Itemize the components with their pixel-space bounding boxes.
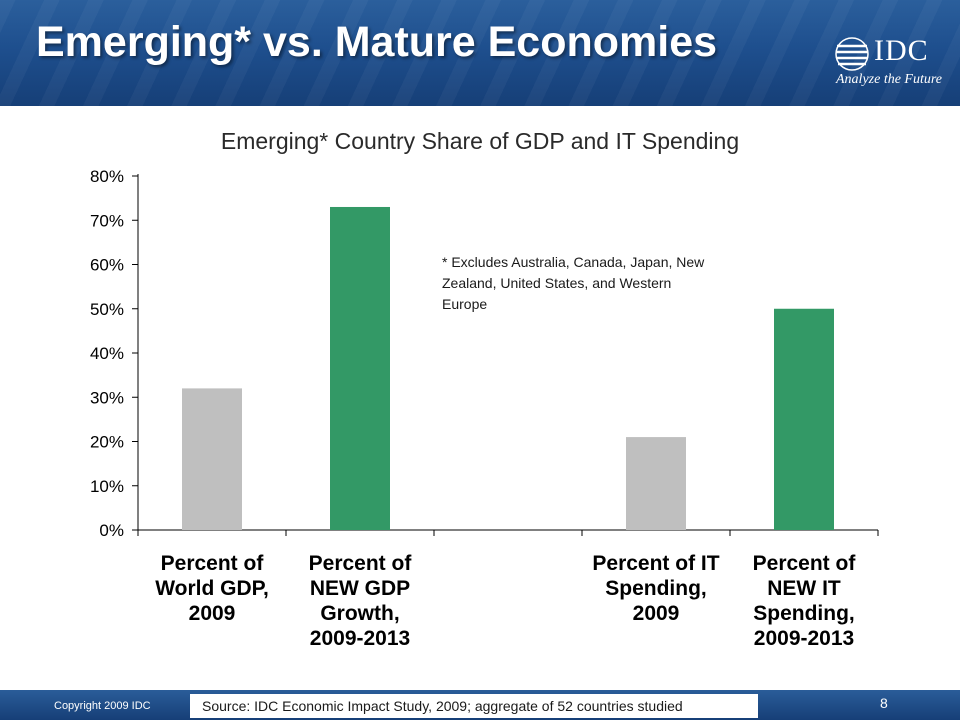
slide-title: Emerging* vs. Mature Economies bbox=[36, 18, 718, 66]
logo-text: IDC bbox=[874, 34, 929, 67]
bars bbox=[182, 206, 834, 530]
x-tick-label: Percent of IT Spending, 2009 bbox=[592, 552, 719, 625]
chart-title: Emerging* Country Share of GDP and IT Sp… bbox=[220, 128, 740, 154]
copyright-text: Copyright 2009 IDC bbox=[54, 700, 151, 712]
idc-logo: IDC Analyze the Future bbox=[832, 34, 952, 96]
x-tick-label: Percent of World GDP, 2009 bbox=[155, 552, 269, 625]
bar bbox=[182, 388, 242, 530]
y-tick-label: 0% bbox=[99, 521, 124, 540]
x-tick-label: Percent of NEW IT Spending, 2009-2013 bbox=[753, 552, 857, 650]
y-tick-label: 60% bbox=[90, 256, 124, 275]
page-number: 8 bbox=[880, 695, 888, 711]
bar bbox=[774, 308, 834, 530]
y-axis: 0% 10% 20% 30% 40% 50% 60% 70% 80% bbox=[90, 167, 139, 540]
category-labels: Percent of World GDP, 2009 Percent of NEW GD… bbox=[155, 552, 856, 650]
slide-footer: Copyright 2009 IDC Source: IDC Economic … bbox=[0, 690, 960, 720]
x-axis bbox=[137, 529, 879, 536]
bar bbox=[330, 206, 390, 530]
logo-tagline: Analyze the Future bbox=[836, 72, 943, 87]
bar-chart: 0% 10% 20% 30% 40% 50% 60% 70% 80% Percent of Wor… bbox=[90, 167, 879, 650]
y-tick-label: 30% bbox=[90, 388, 124, 407]
y-tick-label: 10% bbox=[90, 477, 124, 496]
chart-footnote: * Excludes Australia, Canada, Japan, New… bbox=[442, 254, 705, 312]
y-tick-label: 50% bbox=[90, 300, 124, 319]
y-tick-label: 20% bbox=[90, 433, 124, 452]
bar bbox=[626, 437, 686, 530]
y-tick-label: 70% bbox=[90, 211, 124, 230]
slide-header: Emerging* vs. Mature Economies IDC Analy… bbox=[0, 0, 960, 106]
y-tick-label: 40% bbox=[90, 344, 124, 363]
x-tick-label: Percent of NEW GDP Growth, 2009-2013 bbox=[309, 552, 413, 650]
globe-icon bbox=[835, 37, 869, 71]
y-tick-label: 80% bbox=[90, 167, 124, 186]
source-note: Source: IDC Economic Impact Study, 2009;… bbox=[190, 694, 758, 718]
